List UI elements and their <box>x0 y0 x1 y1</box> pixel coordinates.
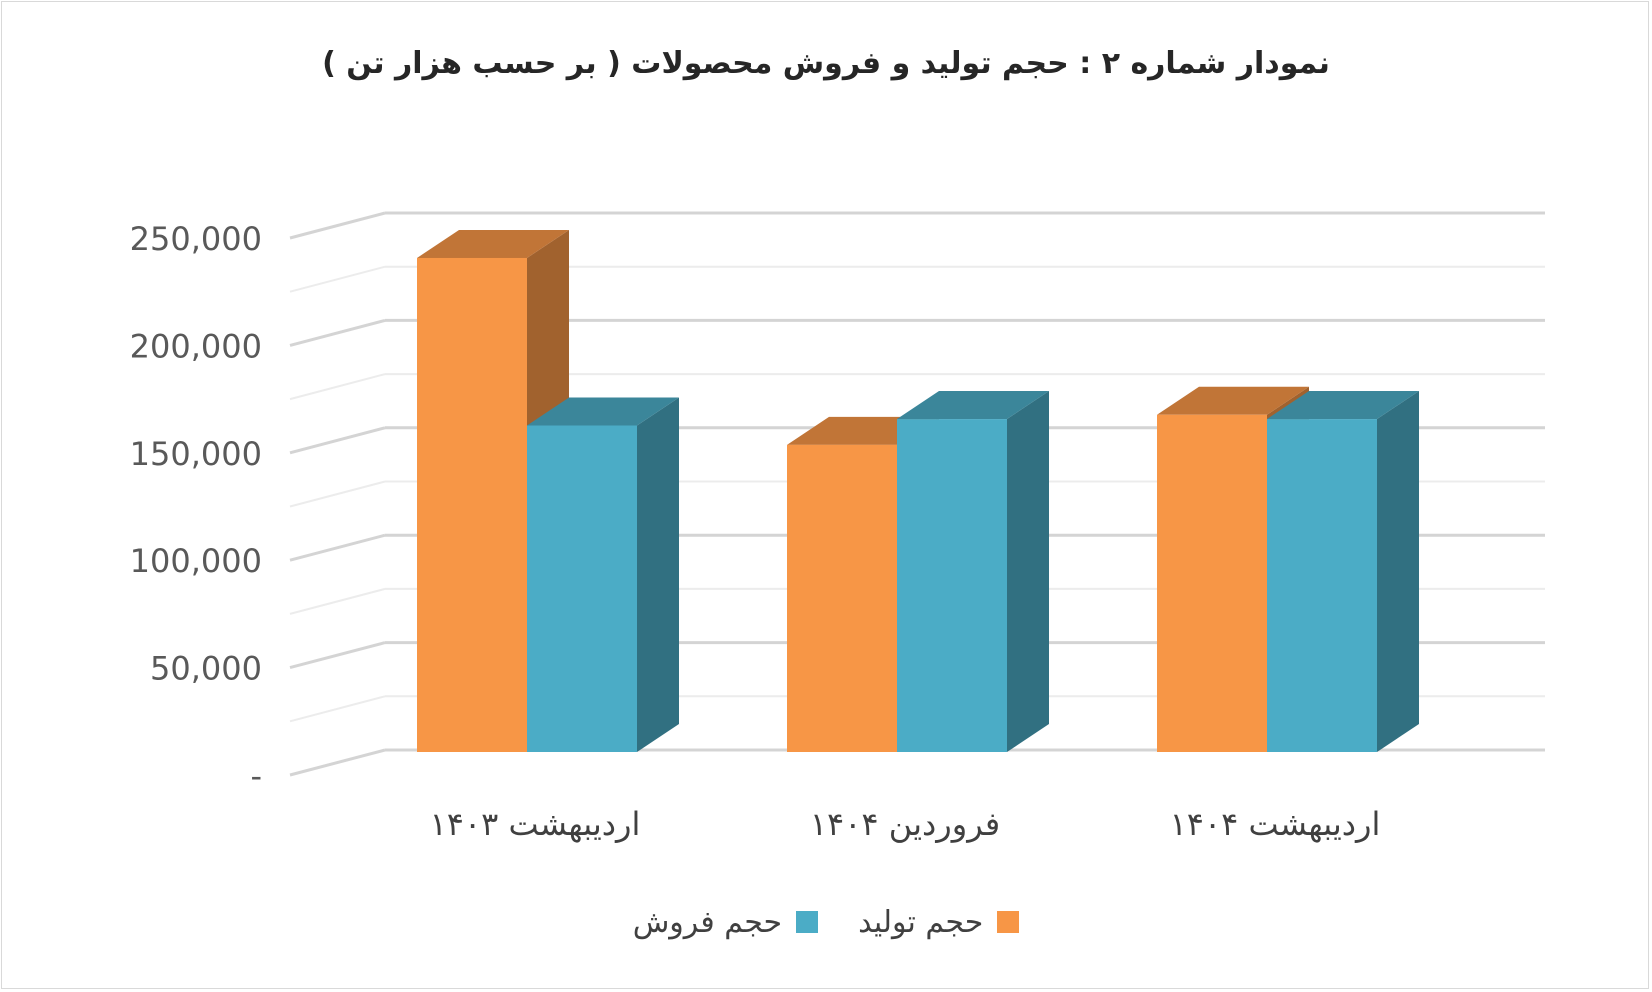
bar-sales <box>1267 391 1419 752</box>
gridline-side <box>289 533 386 562</box>
bar-front <box>787 444 897 752</box>
bar-sales <box>897 391 1049 752</box>
legend: حجم تولید حجم فروش <box>0 902 1652 942</box>
legend-label-sales: حجم فروش <box>632 904 783 940</box>
legend-swatch-sales <box>796 911 819 933</box>
bar-side <box>1007 391 1049 752</box>
gridline-side <box>289 426 386 455</box>
bar-top <box>1267 391 1419 420</box>
chart-title: نمودار شماره ۲ : حجم تولید و فروش محصولا… <box>322 46 1330 81</box>
legend-label-production: حجم تولید <box>858 904 984 940</box>
x-tick-label: اردیبهشت ۱۴۰۴ <box>1170 805 1381 843</box>
bar-front <box>417 257 527 752</box>
y-tick-label: 250,000 <box>130 220 262 258</box>
y-axis: - 50,000 100,000 150,000 200,000 250,000 <box>130 220 262 795</box>
bar-front <box>897 419 1007 752</box>
x-tick-label: فروردین ۱۴۰۴ <box>810 805 1000 843</box>
x-axis: اردیبهشت ۱۴۰۳ فروردین ۱۴۰۴ اردیبهشت ۱۴۰۴ <box>430 805 1381 843</box>
bar-sales <box>527 397 679 752</box>
bar-front <box>1157 414 1267 752</box>
bar-front <box>527 425 637 752</box>
bar-side <box>637 397 679 752</box>
legend-swatch-production <box>997 911 1020 933</box>
gridline-side <box>289 695 386 723</box>
gridline-side <box>289 265 386 293</box>
legend-item-sales: حجم فروش <box>632 904 819 940</box>
bar-top <box>417 229 569 258</box>
y-tick-label: 150,000 <box>130 435 262 473</box>
bar-side <box>1377 391 1419 752</box>
gridline-side <box>289 211 386 240</box>
y-tick-label: 200,000 <box>130 327 262 365</box>
bars <box>417 229 1419 752</box>
gridline-side <box>289 641 386 670</box>
y-tick-label: 100,000 <box>130 542 262 580</box>
x-tick-label: اردیبهشت ۱۴۰۳ <box>430 805 641 843</box>
y-tick-label: 50,000 <box>150 650 262 688</box>
gridline-side <box>289 748 386 777</box>
gridline-side <box>289 373 386 401</box>
gridline-side <box>289 318 386 347</box>
legend-item-production: حجم تولید <box>858 904 1020 940</box>
bar-front <box>1267 419 1377 752</box>
bar-top <box>1157 386 1309 415</box>
gridline-side <box>289 480 386 508</box>
bar-top <box>527 397 679 426</box>
bar-production <box>417 229 569 752</box>
gridline-side <box>289 587 386 615</box>
bar-top <box>897 391 1049 420</box>
y-tick-label: - <box>250 757 262 795</box>
